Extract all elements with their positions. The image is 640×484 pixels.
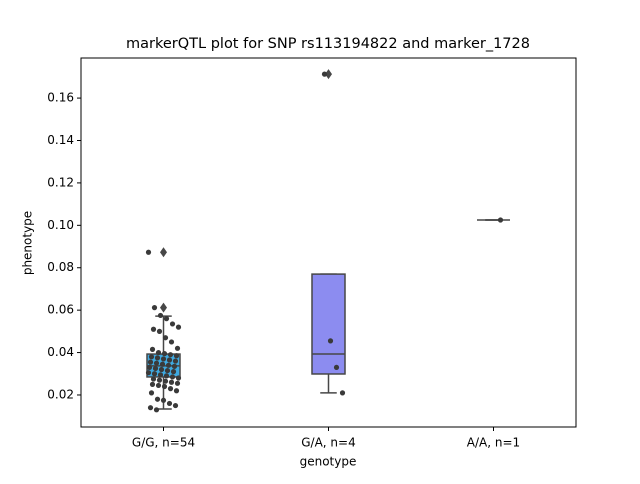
strip-point — [163, 316, 170, 322]
x-axis-label: genotype — [300, 455, 357, 469]
plot-frame — [80, 57, 577, 428]
strip-point — [161, 351, 168, 357]
strip-point — [145, 370, 152, 376]
strip-point — [158, 366, 165, 373]
y-tick-label: 0.14 — [47, 133, 74, 147]
strip-point — [150, 376, 157, 382]
strip-point — [327, 338, 334, 344]
y-tick-label: 0.02 — [47, 387, 74, 401]
strip-point — [497, 217, 504, 223]
strip-point — [169, 374, 176, 380]
strip-point — [166, 357, 173, 363]
strip-point — [153, 360, 160, 366]
strip-point — [156, 328, 163, 334]
strip-point — [152, 365, 159, 372]
chart-title: markerQTL plot for SNP rs113194822 and m… — [126, 36, 530, 52]
strip-point — [168, 379, 175, 385]
strip-point — [149, 381, 156, 387]
strip-point — [151, 305, 158, 311]
strip-point — [148, 354, 155, 360]
y-axis-label: phenotype — [21, 211, 35, 275]
strip-point — [155, 382, 162, 389]
y-tick-label: 0.04 — [47, 345, 74, 359]
strip-point — [166, 400, 173, 407]
y-tick-label: 0.12 — [47, 175, 74, 189]
strip-point — [149, 346, 156, 352]
strip-point — [161, 383, 168, 390]
x-tick-label: G/G, n=54 — [132, 436, 195, 450]
x-tick-label: A/A, n=1 — [467, 436, 520, 450]
strip-point — [154, 355, 161, 361]
strip-point — [174, 380, 181, 386]
strip-point — [170, 369, 177, 375]
strip-point — [175, 375, 182, 381]
strip-point — [173, 388, 180, 394]
y-tick-label: 0.08 — [47, 260, 74, 274]
box — [311, 273, 346, 375]
strip-point — [321, 71, 328, 77]
strip-point — [333, 364, 340, 371]
strip-point — [171, 363, 178, 369]
strip-point — [146, 364, 153, 371]
strip-point — [339, 390, 346, 396]
strip-point — [157, 372, 164, 378]
strip-point — [151, 371, 158, 377]
strip-point — [145, 249, 152, 255]
outlier — [160, 302, 167, 313]
strip-point — [173, 353, 180, 359]
strip-point — [167, 352, 174, 358]
y-tick-label: 0.16 — [47, 91, 74, 105]
strip-point — [147, 405, 154, 411]
y-tick-label: 0.10 — [47, 218, 74, 232]
strip-point — [160, 397, 167, 403]
strip-point — [155, 349, 162, 356]
outlier — [160, 247, 167, 258]
strip-point — [159, 361, 166, 367]
strip-point — [147, 359, 154, 365]
strip-point — [154, 396, 161, 402]
strip-point — [167, 386, 174, 392]
outlier — [325, 69, 332, 80]
strip-point — [157, 312, 164, 319]
strip-point — [168, 339, 175, 345]
strip-point — [174, 345, 181, 351]
y-tick-label: 0.06 — [47, 303, 74, 317]
strip-point — [162, 378, 169, 384]
strip-point — [148, 390, 155, 396]
strip-point — [164, 367, 171, 374]
strip-point — [153, 407, 160, 413]
strip-point — [172, 402, 179, 409]
strip-point — [165, 362, 172, 368]
strip-point — [160, 356, 167, 362]
strip-point — [172, 358, 179, 364]
strip-point — [169, 321, 176, 327]
strip-point — [156, 377, 163, 383]
strip-point — [163, 373, 170, 379]
strip-point — [162, 335, 169, 341]
strip-point — [150, 326, 157, 332]
strip-point — [175, 324, 182, 330]
x-tick-label: G/A, n=4 — [301, 436, 355, 450]
